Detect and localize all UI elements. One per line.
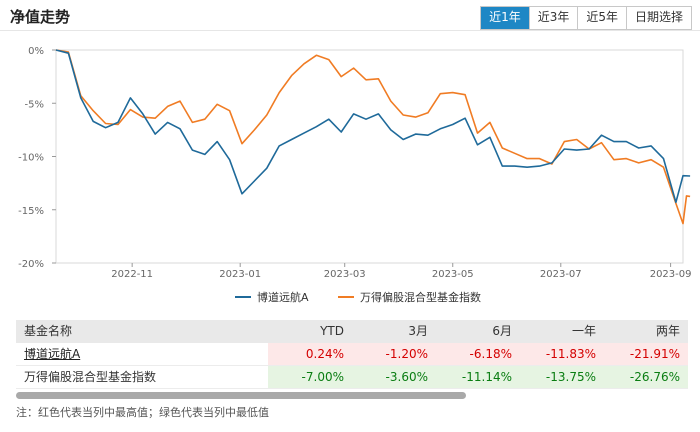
plot-area: [55, 49, 684, 264]
x-tick-label: 2023-05: [432, 269, 474, 280]
horizontal-scrollbar[interactable]: [16, 392, 466, 399]
y-tick-label: -15%: [18, 206, 44, 217]
nav-line-chart: 0% -5% -10% -15% -20% 2022-11 2023-01 2023-03 20…: [18, 46, 692, 304]
table-row: 万得偏股混合型基金指数 -7.00% -3.60% -11.14% -13.75…: [16, 366, 688, 389]
series-line: [55, 49, 691, 225]
header-3m: 3月: [408, 324, 428, 338]
header-2y: 两年: [655, 324, 680, 338]
table-header-row: 基金名称 YTD 3月 6月 一年 两年: [16, 320, 688, 343]
color-legend-note: 注：红色代表当列中最高值；绿色代表当列中最低值: [16, 406, 269, 419]
x-tick-label: 2023-03: [324, 269, 366, 280]
page-title: 净值走势: [10, 8, 71, 26]
tab-5-years[interactable]: 近5年: [577, 7, 626, 29]
fund-name-link[interactable]: 博道远航A: [16, 343, 268, 365]
value-ytd: -7.00%: [268, 366, 352, 388]
value-ytd: 0.24%: [268, 343, 352, 365]
value-1y: -11.83%: [520, 343, 604, 365]
y-tick-label: 0%: [28, 46, 44, 57]
series-line: [55, 49, 691, 204]
performance-table: 基金名称 YTD 3月 6月 一年 两年 博道远航A 0.24% -1.20% …: [16, 320, 688, 389]
legend-label: 万得偏股混合型基金指数: [360, 290, 481, 304]
legend-label: 博道远航A: [257, 290, 309, 304]
x-tick-label: 2023-07: [540, 269, 582, 280]
value-2y: -21.91%: [604, 343, 688, 365]
fund-name[interactable]: 博道远航A: [24, 347, 81, 361]
header-divider: [0, 30, 700, 31]
value-3m: -1.20%: [352, 343, 436, 365]
y-tick-label: -5%: [25, 99, 44, 110]
value-1y: -13.75%: [520, 366, 604, 388]
tab-1-year[interactable]: 近1年: [481, 7, 529, 29]
tab-3-years[interactable]: 近3年: [528, 7, 578, 29]
value-2y: -26.76%: [604, 366, 688, 388]
header-6m: 6月: [492, 324, 512, 338]
tab-date-picker[interactable]: 日期选择: [625, 7, 691, 29]
header-1y: 一年: [571, 324, 596, 338]
value-6m: -6.18%: [436, 343, 520, 365]
header-fund-name: 基金名称: [24, 324, 73, 338]
x-tick-label: 2022-11: [111, 269, 153, 280]
value-6m: -11.14%: [436, 366, 520, 388]
time-range-tabs: 近1年 近3年 近5年 日期选择: [480, 6, 692, 30]
header-ytd: YTD: [320, 324, 344, 338]
x-tick-label: 2023-01: [219, 269, 261, 280]
table-row: 博道远航A 0.24% -1.20% -6.18% -11.83% -21.91…: [16, 343, 688, 366]
x-tick-label: 2023-09: [650, 269, 692, 280]
value-3m: -3.60%: [352, 366, 436, 388]
index-name: 万得偏股混合型基金指数: [24, 370, 157, 384]
y-tick-label: -10%: [18, 153, 44, 164]
y-tick-label: -20%: [18, 259, 44, 270]
